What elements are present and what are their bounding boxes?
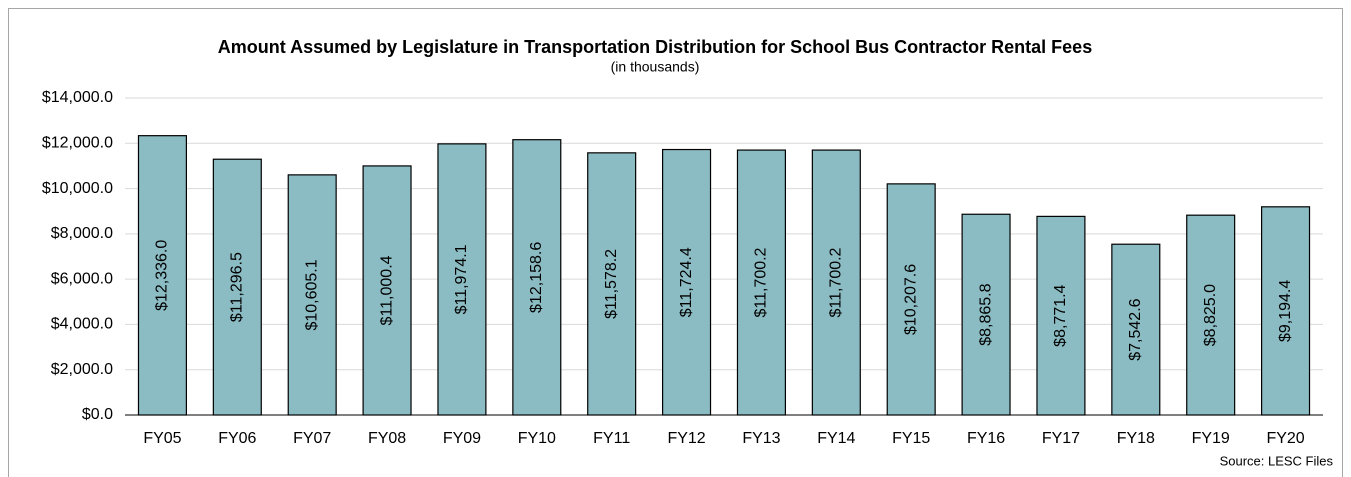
y-tick-label: $10,000.0 xyxy=(42,180,113,197)
x-tick-label: FY07 xyxy=(293,430,331,447)
source-note: Source: LESC Files xyxy=(1220,453,1334,468)
y-tick-label: $8,000.0 xyxy=(51,225,113,242)
y-tick-label: $6,000.0 xyxy=(51,270,113,287)
value-label: $8,771.4 xyxy=(1052,284,1069,346)
x-tick-label: FY15 xyxy=(892,430,930,447)
y-tick-label: $14,000.0 xyxy=(42,89,113,106)
x-tick-label: FY09 xyxy=(443,430,481,447)
value-label: $9,194.4 xyxy=(1277,280,1294,342)
y-tick-label: $4,000.0 xyxy=(51,316,113,333)
x-tick-label: FY17 xyxy=(1042,430,1080,447)
value-label: $12,158.6 xyxy=(528,242,545,313)
value-label: $11,296.5 xyxy=(229,252,246,322)
bar xyxy=(736,149,786,416)
bar xyxy=(512,139,562,416)
value-label: $11,700.2 xyxy=(753,247,770,317)
value-label: $11,578.2 xyxy=(603,249,620,319)
value-label: $8,865.8 xyxy=(977,283,994,345)
bar xyxy=(961,213,1011,416)
x-tick-label: FY16 xyxy=(967,430,1005,447)
x-tick-label: FY18 xyxy=(1117,430,1155,447)
bar xyxy=(1111,243,1161,416)
bar xyxy=(886,183,936,416)
value-label: $11,700.2 xyxy=(828,247,845,317)
x-tick-label: FY20 xyxy=(1266,430,1304,447)
x-tick-label: FY14 xyxy=(817,430,855,447)
bar xyxy=(1036,215,1086,416)
value-label: $10,207.6 xyxy=(902,264,919,335)
bar xyxy=(587,152,637,416)
x-tick-label: FY06 xyxy=(218,430,256,447)
y-tick-label: $2,000.0 xyxy=(51,361,113,378)
x-tick-label: FY10 xyxy=(518,430,556,447)
chart-frame xyxy=(8,8,1343,477)
x-tick-label: FY08 xyxy=(368,430,406,447)
x-tick-label: FY11 xyxy=(593,430,630,447)
bar xyxy=(811,149,861,416)
value-label: $8,825.0 xyxy=(1202,284,1219,346)
value-label: $12,336.0 xyxy=(154,240,171,311)
y-tick-label: $12,000.0 xyxy=(42,135,113,152)
value-label: $11,974.1 xyxy=(453,244,470,314)
value-label: $10,605.1 xyxy=(303,259,320,330)
value-label: $7,542.6 xyxy=(1127,298,1144,360)
value-label: $11,000.4 xyxy=(378,255,395,325)
x-tick-label: FY12 xyxy=(667,430,705,447)
chart-title: Amount Assumed by Legislature in Transpo… xyxy=(218,37,1092,57)
bar xyxy=(1261,206,1311,416)
x-tick-label: FY19 xyxy=(1192,430,1230,447)
x-tick-label: FY05 xyxy=(143,430,181,447)
y-tick-label: $0.0 xyxy=(82,406,113,423)
bar xyxy=(1186,214,1236,416)
chart-subtitle: (in thousands) xyxy=(611,59,700,75)
x-tick-label: FY13 xyxy=(742,430,780,447)
bar xyxy=(137,135,187,416)
bar xyxy=(662,148,712,416)
value-label: $11,724.4 xyxy=(678,247,695,317)
